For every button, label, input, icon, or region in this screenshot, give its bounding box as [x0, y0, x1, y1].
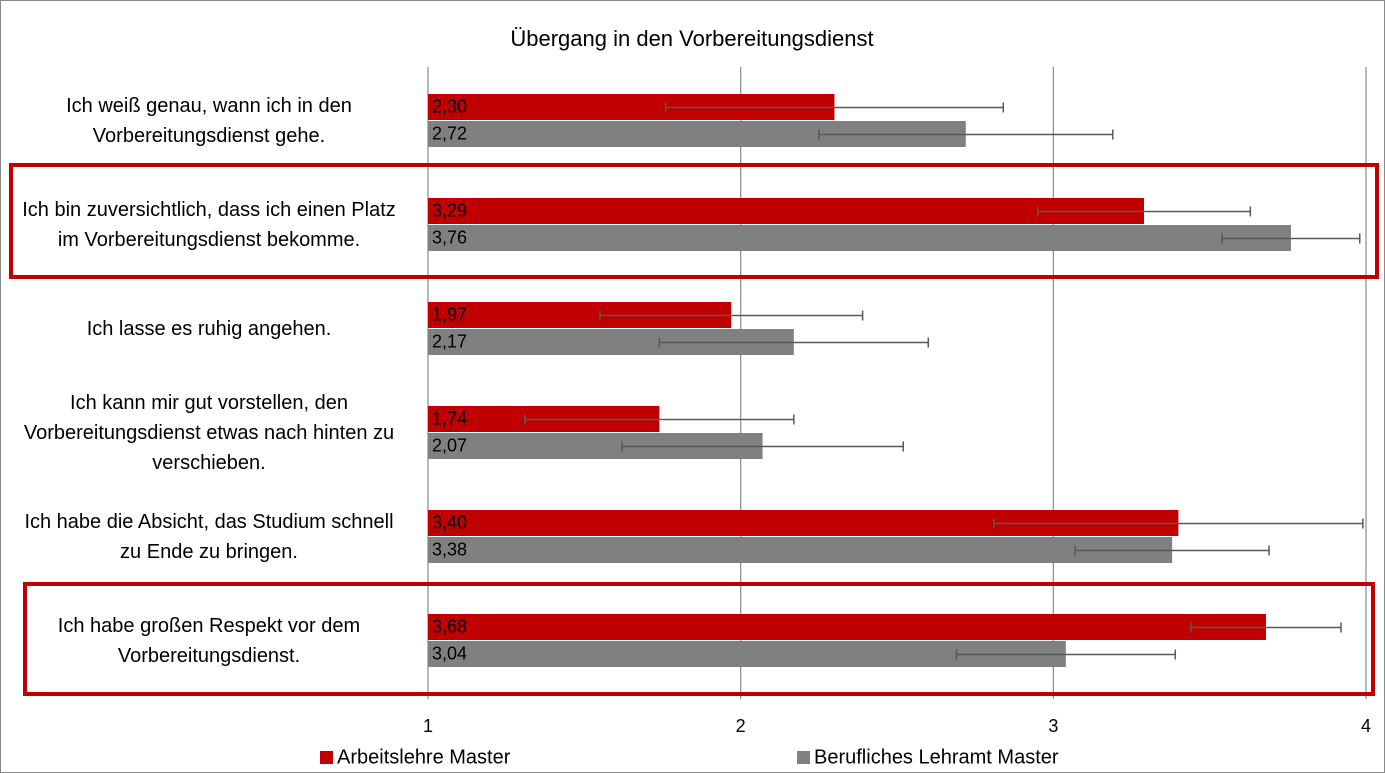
highlight-box	[23, 582, 1375, 696]
error-bar	[955, 649, 1177, 660]
bar	[428, 225, 1291, 251]
error-bar	[658, 337, 930, 348]
bar	[428, 614, 1266, 640]
bar	[428, 198, 1145, 224]
category-label: Ich habe großen Respekt vor dem Vorberei…	[57, 615, 361, 667]
x-tick-label: 3	[1048, 716, 1058, 736]
chart-title: Übergang in den Vorbereitungsdienst	[510, 26, 873, 51]
category-label: Ich bin zuversichtlich, dass ich einen P…	[22, 199, 396, 251]
category-label: Ich weiß genau, wann ich in den Vorberei…	[66, 95, 352, 147]
x-tick-label: 2	[736, 716, 746, 736]
category-label: Ich habe die Absicht, das Studium schnel…	[24, 511, 394, 563]
value-label: 2,30	[432, 96, 467, 116]
value-label: 2,07	[432, 435, 467, 455]
bar	[428, 537, 1173, 563]
legend-swatch	[797, 751, 810, 764]
value-label: 3,38	[432, 539, 467, 559]
value-label: 1,97	[432, 304, 467, 324]
x-tick-label: 1	[423, 716, 433, 736]
x-tick-label: 4	[1361, 716, 1371, 736]
value-label: 3,76	[432, 227, 467, 247]
error-bar	[599, 310, 864, 321]
highlight-box	[9, 163, 1379, 279]
error-bar	[524, 414, 795, 425]
value-label: 1,74	[432, 408, 467, 428]
error-bar	[664, 102, 1005, 113]
value-label: 3,04	[432, 643, 467, 663]
legend-label: Arbeitslehre Master	[337, 746, 511, 768]
category-label: Ich kann mir gut vorstellen, den Vorbere…	[23, 392, 395, 474]
value-label: 3,29	[432, 200, 467, 220]
error-bar	[1190, 622, 1342, 633]
legend-swatch	[320, 751, 333, 764]
category-label: Ich lasse es ruhig angehen.	[86, 318, 332, 340]
error-bar	[1036, 206, 1252, 217]
value-label: 2,72	[432, 123, 467, 143]
error-bar	[621, 441, 905, 452]
error-bar	[818, 129, 1114, 140]
legend-label: Berufliches Lehramt Master	[814, 746, 1059, 768]
value-label: 2,17	[432, 331, 467, 351]
error-bar	[993, 518, 1364, 529]
value-label: 3,40	[432, 512, 467, 532]
value-label: 3,68	[432, 616, 467, 636]
error-bar	[1074, 545, 1270, 556]
error-bar	[1221, 233, 1361, 244]
